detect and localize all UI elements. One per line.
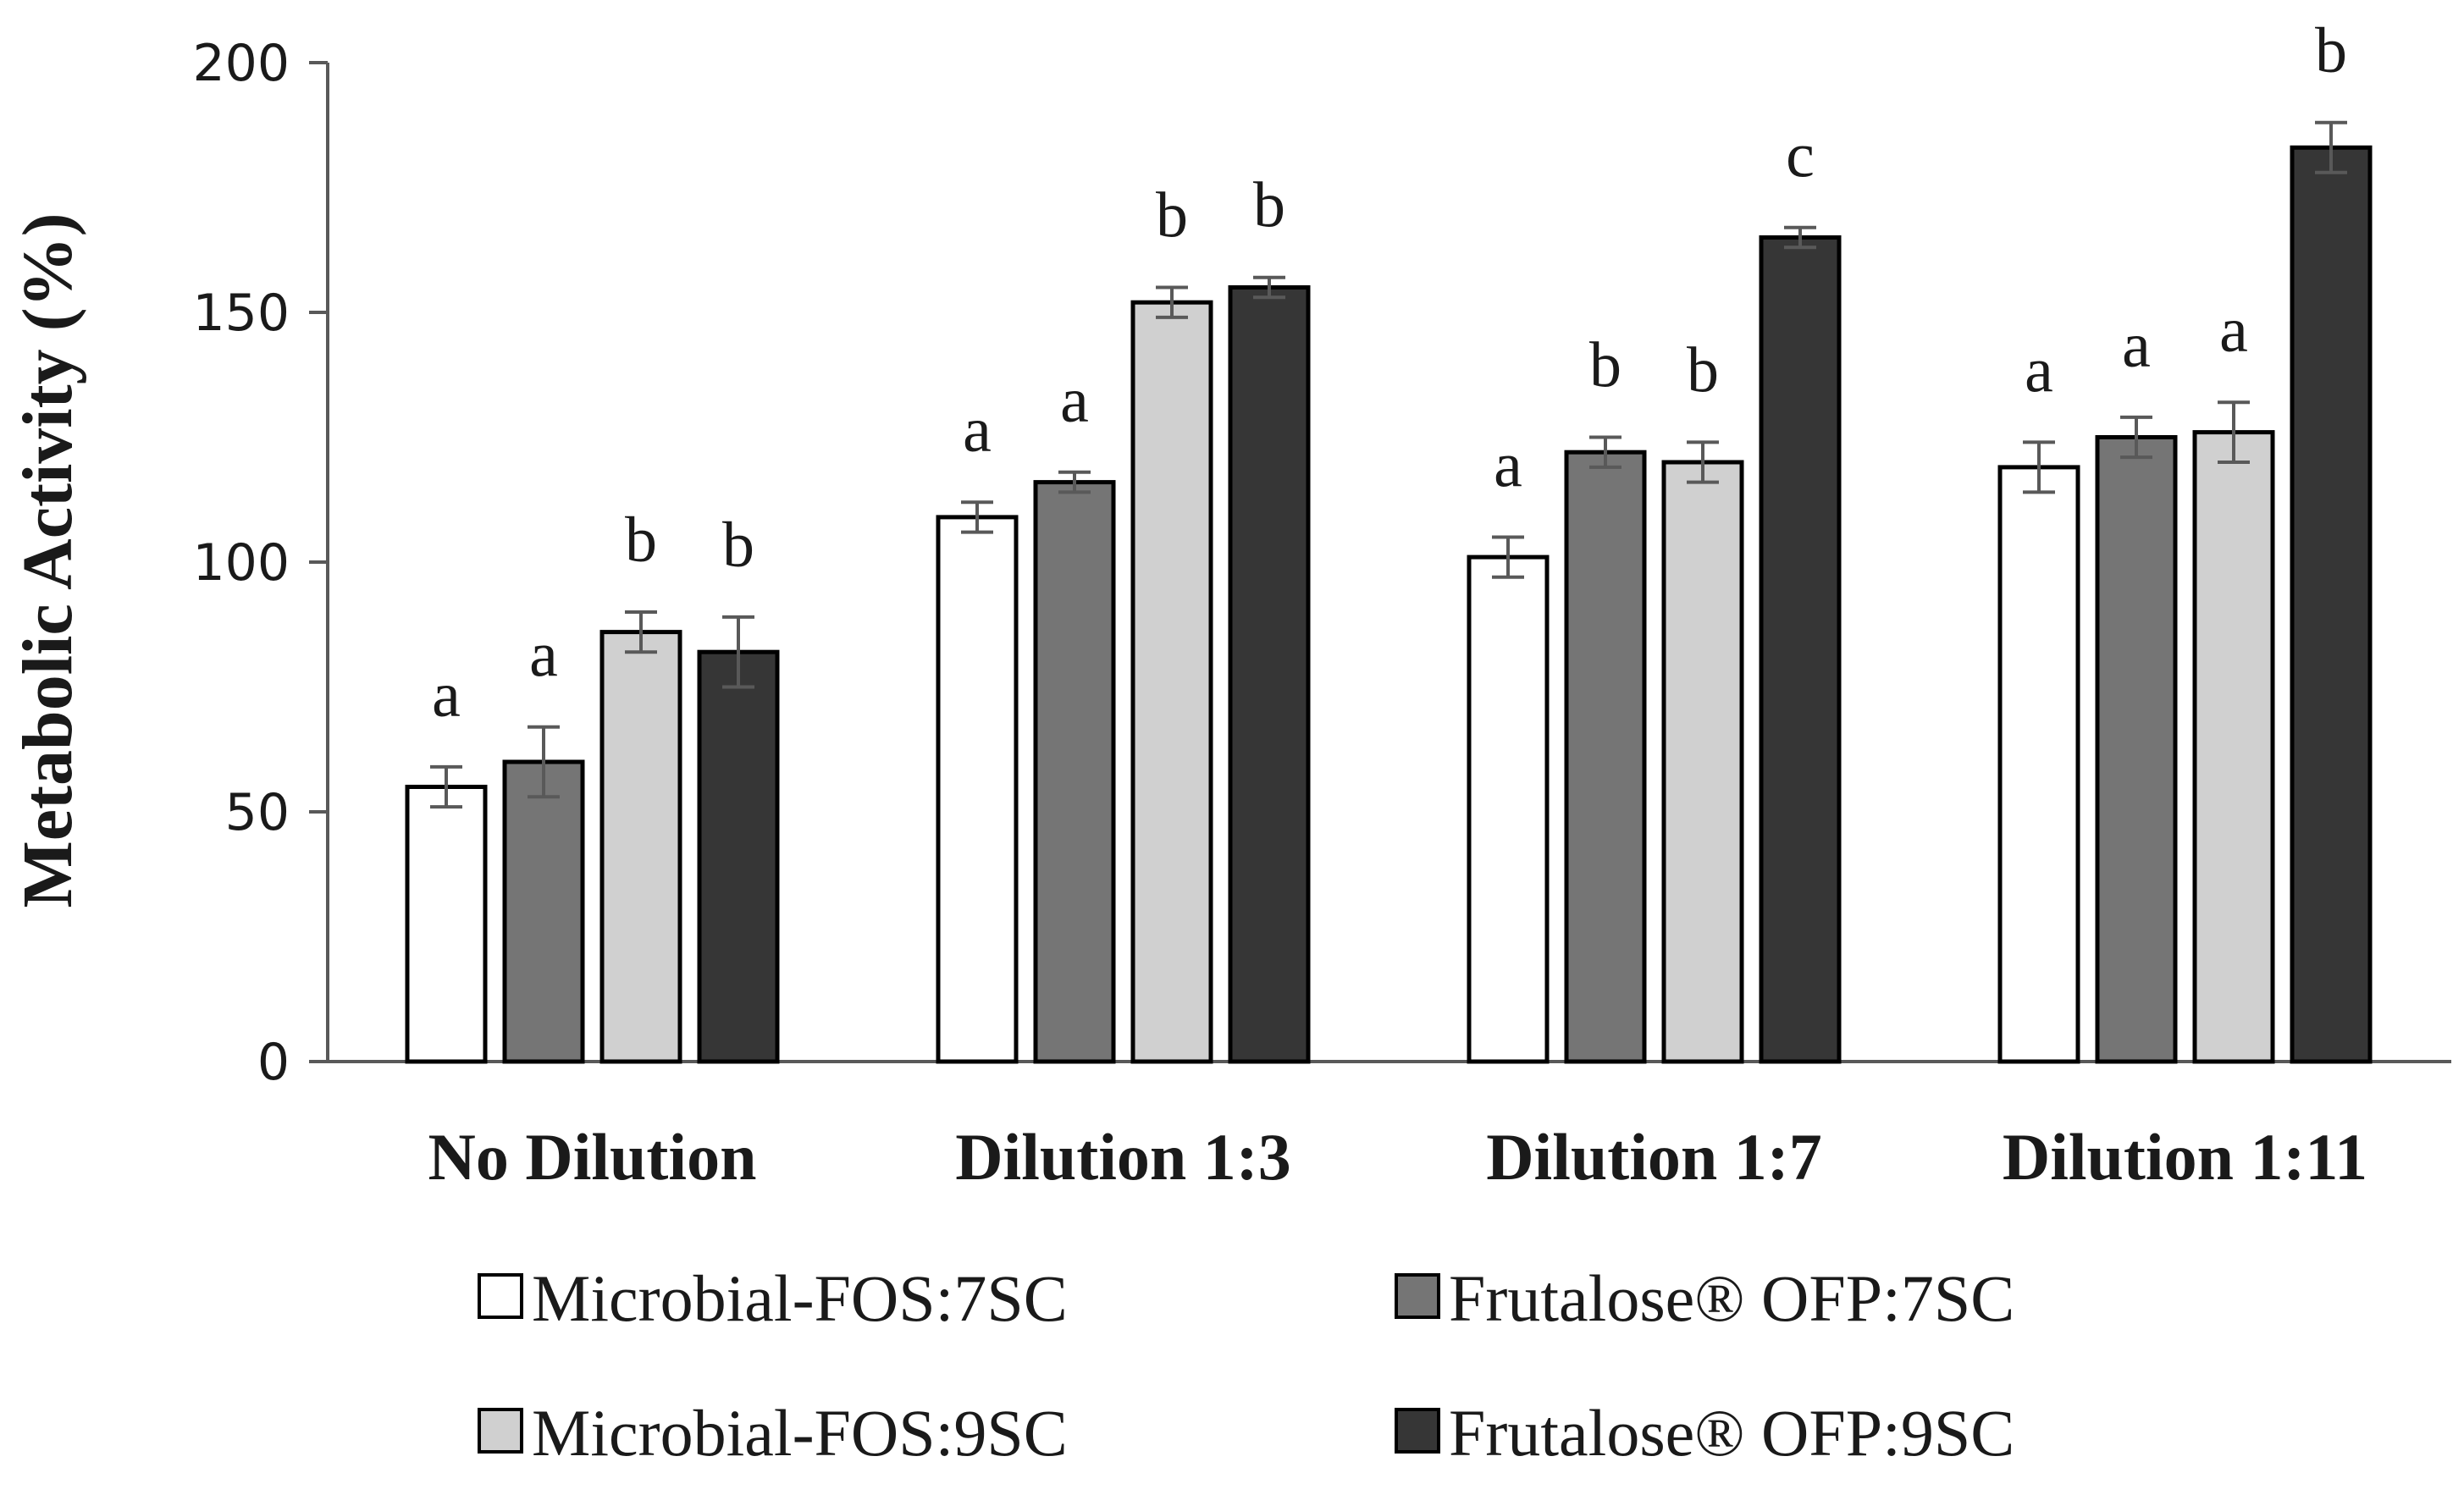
bar [1997, 465, 2080, 1064]
legend-swatch [478, 1408, 523, 1454]
y-tick-label: 200 [192, 34, 290, 93]
y-tick-label: 100 [192, 533, 290, 593]
bar [936, 515, 1019, 1064]
significance-label: b [625, 505, 657, 576]
significance-label: a [2122, 310, 2151, 381]
y-tick-label: 0 [257, 1033, 290, 1092]
legend-label: Frutalose® OFP:9SC [1449, 1396, 2014, 1470]
significance-label: a [1060, 365, 1089, 436]
significance-label: b [1156, 180, 1188, 251]
bar [502, 759, 585, 1064]
significance-label: b [1253, 170, 1285, 241]
significance-label: a [1494, 430, 1522, 501]
legend: Microbial-FOS:7SC Frutalose® OFP:7SC Micro… [478, 1261, 2014, 1470]
bar [1033, 480, 1116, 1064]
bar [1467, 554, 1550, 1064]
significance-label: a [529, 620, 558, 691]
legend-swatch [1395, 1273, 1440, 1319]
y-axis: 0 50 100 150 200 Metabolic Activity (%) [8, 34, 329, 1092]
significance-label: a [2025, 334, 2053, 405]
bar [1564, 450, 1647, 1064]
significance-label: b [722, 510, 754, 581]
significance-label: a [963, 394, 992, 466]
bars: aab ba ab bab bca a ab [405, 15, 2373, 1064]
significance-label: b [1687, 334, 1719, 405]
bar [2192, 430, 2275, 1064]
significance-label: c [1786, 120, 1815, 191]
significance-label: a [432, 659, 461, 731]
bar [2290, 145, 2373, 1064]
y-tick-label: 50 [225, 783, 290, 842]
bar [1130, 300, 1213, 1064]
x-axis: No Dilution Dilution 1:3 Dilution 1:7 Dilut… [328, 1060, 2451, 1194]
significance-label: a [2219, 295, 2248, 366]
x-category-label: Dilution 1:7 [1486, 1120, 1822, 1194]
legend-swatch [1395, 1408, 1440, 1454]
bar [697, 649, 780, 1064]
bar [1661, 460, 1744, 1064]
bar [599, 630, 682, 1064]
y-tick-label: 150 [192, 284, 290, 343]
legend-label: Microbial-FOS:9SC [532, 1396, 1068, 1470]
bar [1759, 235, 1842, 1064]
bar [1228, 285, 1311, 1064]
bar [405, 785, 488, 1064]
y-axis-title: Metabolic Activity (%) [8, 212, 87, 907]
x-category-label: Dilution 1:3 [955, 1120, 1291, 1194]
significance-label: b [2315, 15, 2347, 86]
significance-label: b [1589, 330, 1621, 401]
bar [2095, 435, 2178, 1064]
legend-label: Frutalose® OFP:7SC [1449, 1261, 2014, 1335]
legend-swatch [478, 1273, 523, 1319]
x-category-label: Dilution 1:11 [2003, 1120, 2367, 1194]
legend-label: Microbial-FOS:7SC [532, 1261, 1068, 1335]
x-category-label: No Dilution [428, 1120, 757, 1194]
